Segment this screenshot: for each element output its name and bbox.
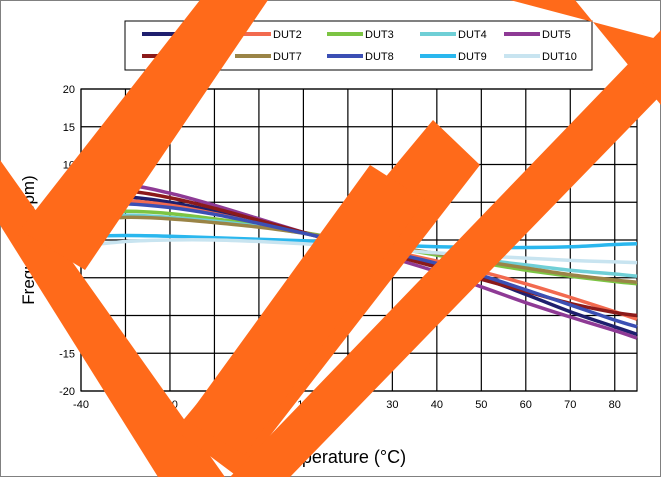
x-tick-label: 70 — [564, 399, 576, 411]
overlay-stripe-right — [230, 30, 661, 477]
x-tick-label: -40 — [73, 399, 89, 411]
legend-label-dut3: DUT3 — [365, 29, 394, 41]
legend-label-dut4: DUT4 — [458, 29, 487, 41]
legend-label-dut7: DUT7 — [273, 51, 302, 63]
y-tick-label: -20 — [59, 386, 75, 398]
overlay-stripe-top-right — [510, 0, 661, 105]
legend-label-dut5: DUT5 — [542, 29, 571, 41]
y-tick-label: 15 — [63, 122, 75, 134]
legend-label-dut8: DUT8 — [365, 51, 394, 63]
y-tick-label: 20 — [63, 84, 75, 96]
x-tick-label: 40 — [431, 399, 443, 411]
x-tick-label: 60 — [520, 399, 532, 411]
x-tick-label: 50 — [475, 399, 487, 411]
legend-label-dut2: DUT2 — [273, 29, 302, 41]
x-tick-label: 80 — [609, 399, 621, 411]
legend-label-dut9: DUT9 — [458, 51, 487, 63]
legend-label-dut10: DUT10 — [542, 51, 577, 63]
overlay-stripe-mid — [185, 165, 425, 455]
y-tick-label: -15 — [59, 348, 75, 360]
x-tick-label: 30 — [386, 399, 398, 411]
overlay-stripe-top-left — [20, 0, 268, 270]
